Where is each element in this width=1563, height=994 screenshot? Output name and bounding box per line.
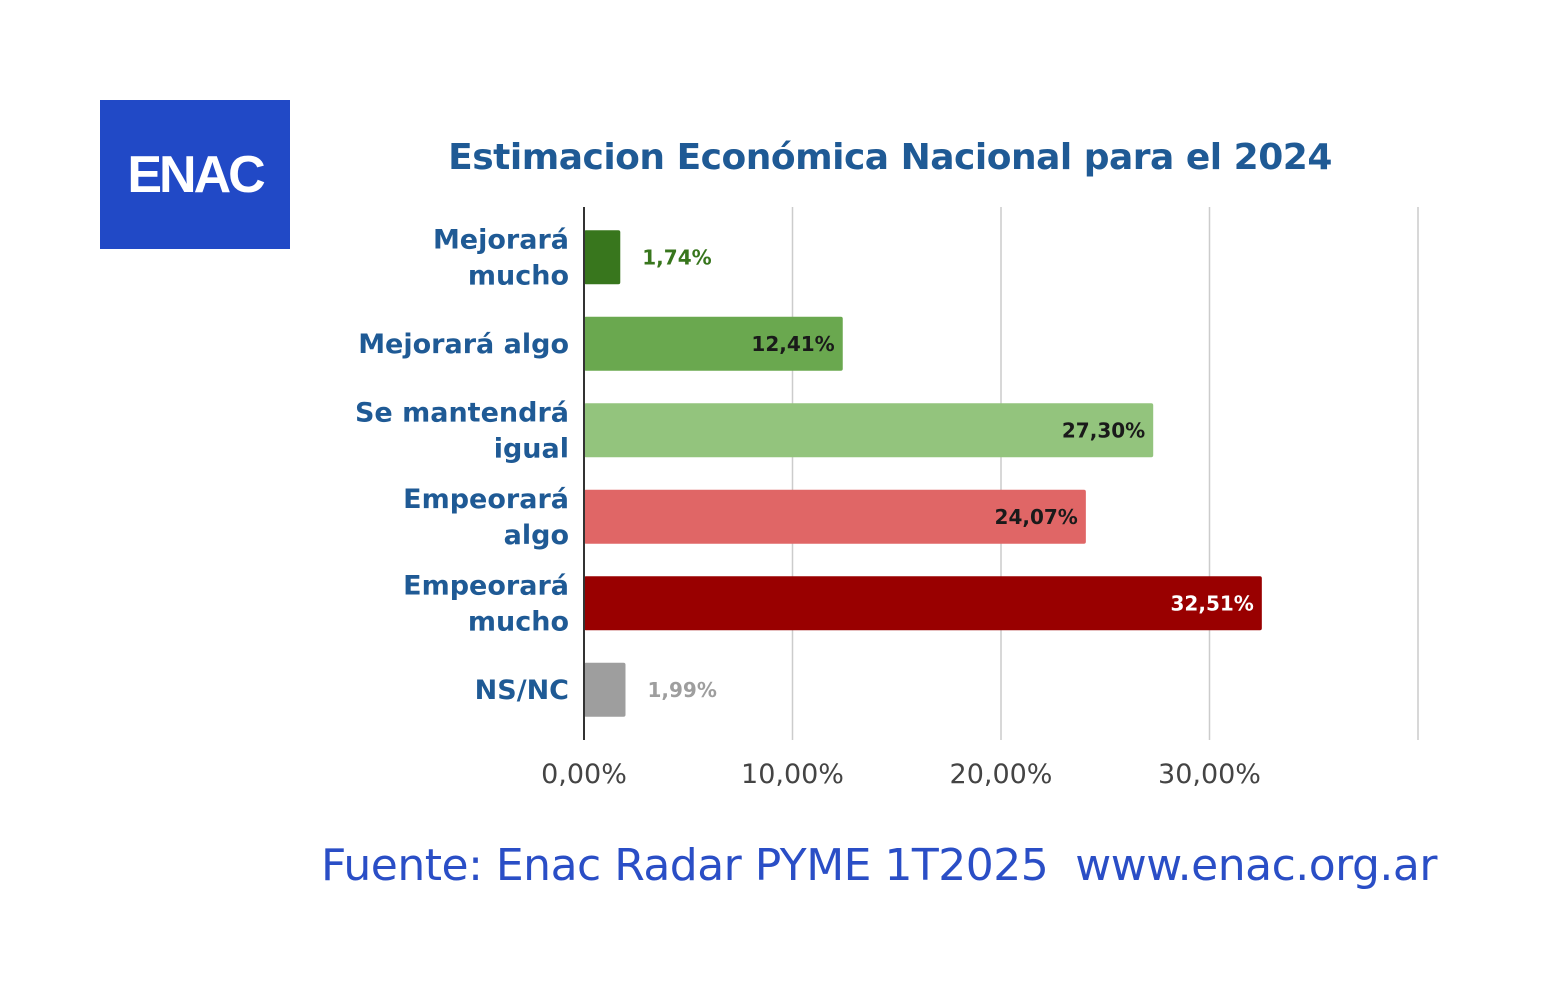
category-label: Empeorará <box>403 570 569 601</box>
category-label: igual <box>494 433 569 464</box>
category-label: algo <box>504 520 569 551</box>
category-label: mucho <box>468 260 569 291</box>
x-tick-label: 30,00% <box>1158 759 1261 790</box>
category-label: Mejorará algo <box>358 329 569 360</box>
category-label: Se mantendrá <box>355 397 569 428</box>
x-tick-label: 0,00% <box>541 759 627 790</box>
data-label: 12,41% <box>751 332 834 356</box>
bar <box>584 662 626 717</box>
category-label: NS/NC <box>475 675 569 706</box>
source-footer: Fuente: Enac Radar PYME 1T2025 www.enac.… <box>321 840 1437 891</box>
data-label: 1,74% <box>642 245 711 269</box>
category-label: Empeorará <box>403 484 569 515</box>
bar <box>584 403 1154 458</box>
data-label: 32,51% <box>1171 591 1254 615</box>
data-label: 27,30% <box>1062 418 1145 442</box>
category-label: Mejorará <box>433 224 569 255</box>
bar <box>584 230 621 285</box>
enac-logo: ENAC <box>100 100 290 249</box>
bar <box>584 489 1086 544</box>
bar <box>584 316 843 371</box>
bar <box>584 576 1262 631</box>
chart-title: Estimacion Económica Nacional para el 20… <box>448 137 1332 178</box>
data-label: 1,99% <box>647 678 716 702</box>
data-label: 24,07% <box>995 505 1078 529</box>
category-label: mucho <box>468 606 569 637</box>
logo-text: ENAC <box>127 145 265 204</box>
x-tick-label: 10,00% <box>741 759 844 790</box>
x-tick-label: 20,00% <box>950 759 1053 790</box>
